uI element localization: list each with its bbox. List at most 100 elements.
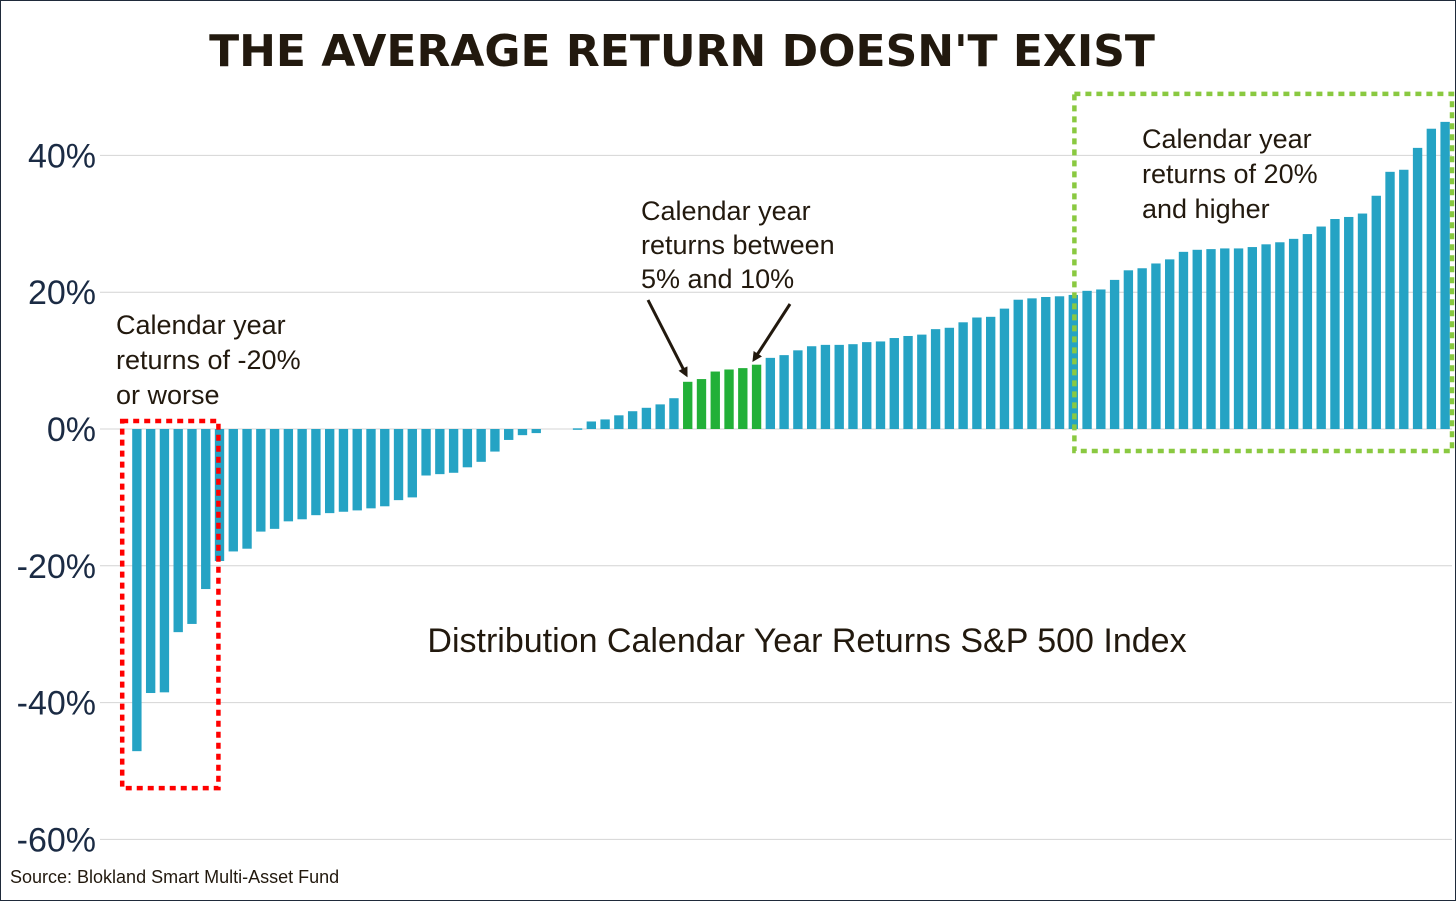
bar [655, 404, 665, 429]
annotation-arrows [646, 299, 792, 378]
bar [862, 342, 872, 429]
bar [1440, 121, 1450, 429]
bar [297, 429, 307, 520]
bar [421, 429, 431, 476]
bar [889, 338, 899, 429]
bar [1412, 147, 1423, 429]
bar [159, 429, 170, 693]
bar [1275, 242, 1285, 429]
bar [462, 429, 473, 468]
bar [1165, 259, 1175, 429]
bar [572, 428, 583, 430]
bar [600, 419, 610, 429]
bar [738, 368, 748, 429]
bar [1192, 249, 1202, 429]
bar [806, 346, 817, 429]
bar [145, 429, 156, 694]
bar [999, 308, 1010, 429]
bar [173, 429, 183, 633]
bar [1344, 216, 1354, 429]
bar [944, 327, 955, 429]
bar [476, 429, 486, 462]
bar [242, 429, 252, 549]
bar [1316, 226, 1326, 429]
annotation-negative-line-2: returns of -20% [116, 345, 301, 375]
bar [517, 429, 528, 436]
bar [614, 415, 624, 429]
bar [1247, 247, 1257, 429]
bar [1385, 171, 1395, 429]
bar [669, 398, 679, 429]
bar [380, 429, 390, 507]
bar [1096, 289, 1106, 429]
bar [490, 429, 500, 452]
bar [1206, 249, 1216, 429]
annotation-positive: Calendar year returns of 20% and higher [1142, 124, 1318, 224]
bar [366, 429, 376, 509]
bar [504, 429, 514, 440]
bar [683, 381, 693, 429]
bar [765, 357, 776, 429]
bar [283, 429, 294, 522]
bar [352, 429, 362, 511]
annotation-positive-line-2: returns of 20% [1142, 159, 1318, 189]
highlight-boxes [119, 91, 1455, 791]
y-tick-label: 20% [28, 274, 96, 312]
bar [1426, 128, 1437, 429]
annotation-middle-line-1: Calendar year [641, 196, 811, 226]
annotation-positive-line-3: and higher [1142, 194, 1270, 224]
bar [751, 364, 762, 429]
svg-text:Calendar year returns be: Calendar year returns between 5% and 10% [641, 196, 842, 294]
y-axis-ticks: 40% 20% 0% -20% -40% -60% [17, 137, 96, 859]
bar [228, 429, 238, 552]
bar [1261, 244, 1271, 429]
source-note: Source: Blokland Smart Multi-Asset Fund [10, 867, 339, 887]
bar [407, 429, 417, 498]
arrow-right [752, 303, 792, 363]
bar [1302, 234, 1313, 429]
negative-returns-box [119, 418, 221, 791]
bar [201, 429, 211, 590]
bar [779, 355, 789, 429]
bar [1041, 296, 1051, 429]
bar [531, 429, 541, 434]
bar [1371, 195, 1381, 429]
bar [1357, 213, 1368, 429]
bar [696, 379, 707, 429]
y-tick-label: -40% [17, 685, 96, 723]
svg-text:Calendar year returns of: Calendar year returns of -20% or worse [116, 310, 308, 410]
bar [834, 344, 844, 429]
y-tick-label: -20% [17, 548, 96, 586]
bar [1027, 298, 1037, 429]
annotation-positive-line-1: Calendar year [1142, 124, 1312, 154]
bar [627, 411, 638, 429]
annotation-middle-line-2: returns between [641, 230, 835, 260]
bar [958, 322, 968, 429]
bar [1233, 248, 1244, 429]
bars [132, 121, 1450, 752]
bar [917, 334, 927, 429]
bar [435, 429, 445, 475]
annotation-negative-line-1: Calendar year [116, 310, 286, 340]
chart-subtitle: Distribution Calendar Year Returns S&P 5… [427, 622, 1186, 660]
bar [1054, 296, 1065, 429]
bar [269, 429, 280, 529]
bar [1137, 268, 1147, 429]
bar [1123, 270, 1134, 429]
bar [256, 429, 266, 532]
bar [972, 317, 982, 429]
y-tick-label: 40% [28, 137, 96, 175]
bar [586, 421, 596, 429]
bar [1330, 219, 1340, 429]
bar [448, 429, 459, 473]
bar [820, 344, 831, 429]
bar [132, 429, 142, 752]
bar [1288, 238, 1299, 429]
chart-title: THE AVERAGE RETURN DOESN'T EXIST [209, 26, 1155, 77]
bar [641, 407, 652, 429]
bar [710, 371, 720, 429]
bar [1082, 290, 1092, 429]
annotation-negative: Calendar year returns of -20% or worse [116, 310, 308, 410]
bar [311, 429, 321, 516]
